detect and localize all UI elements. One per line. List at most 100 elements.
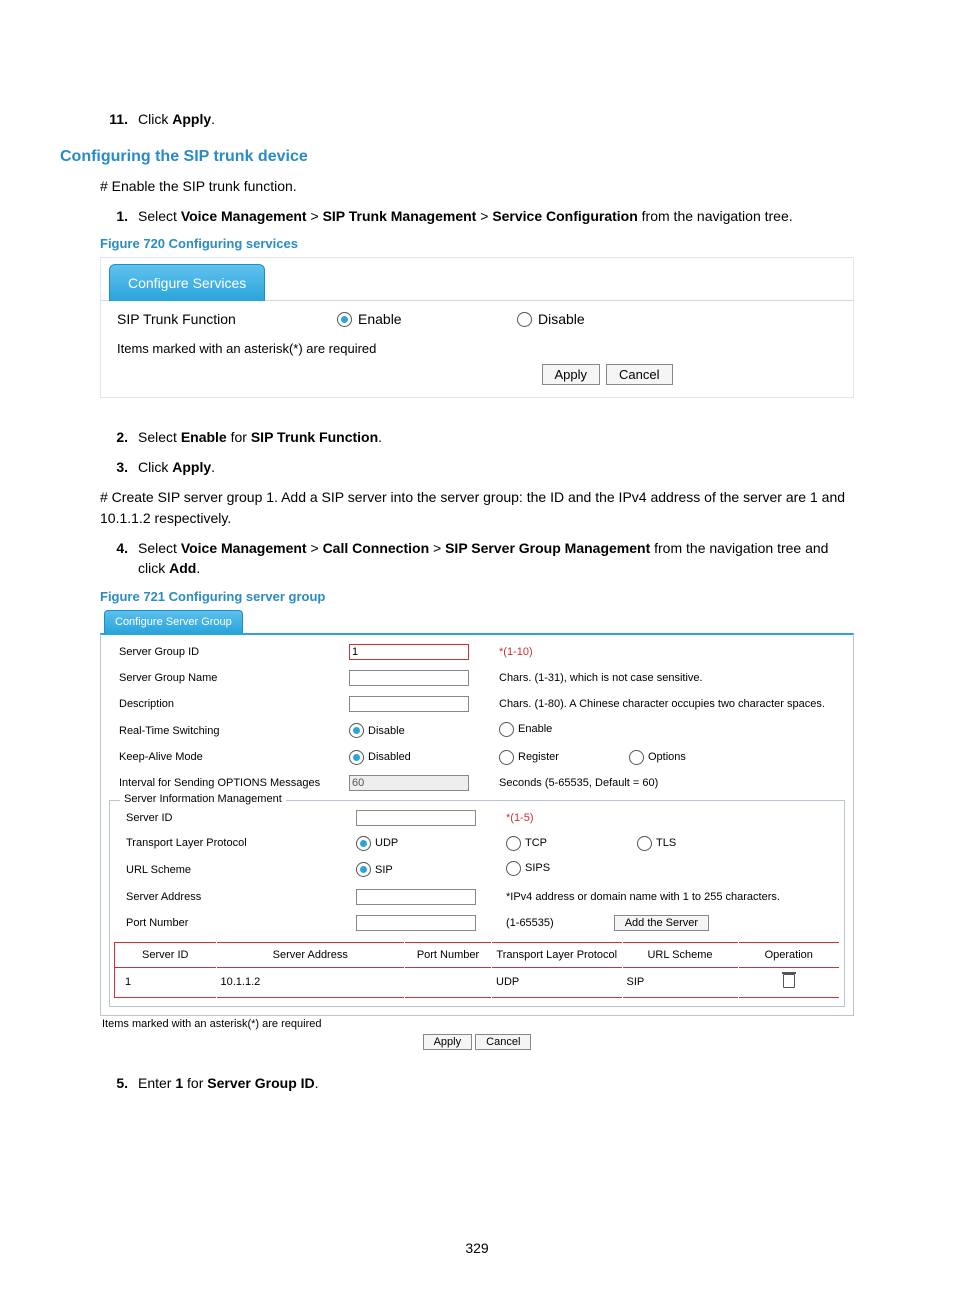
apply-button[interactable]: Apply — [423, 1034, 473, 1050]
td-server-address: 10.1.1.2 — [216, 967, 405, 997]
kam-label: Keep-Alive Mode — [111, 751, 349, 763]
th-server-id: Server ID — [115, 942, 217, 967]
server-info-fieldset: Server Information Management Server ID … — [109, 800, 845, 1007]
sip-trunk-function-row: SIP Trunk Function Enable Disable — [101, 301, 853, 337]
trash-icon[interactable] — [783, 974, 795, 988]
tlp-tcp-option[interactable]: TCP — [506, 836, 547, 851]
disable-option[interactable]: Disable — [517, 311, 697, 327]
disable-radio-icon — [517, 312, 532, 327]
step-5-num: 5. — [100, 1074, 128, 1094]
add-server-button[interactable]: Add the Server — [614, 915, 709, 931]
enable-option[interactable]: Enable — [337, 311, 517, 327]
server-id-input[interactable] — [356, 810, 476, 826]
section-heading: Configuring the SIP trunk device — [60, 148, 854, 166]
apply-button[interactable]: Apply — [542, 364, 601, 385]
step-11: 11. Click Apply. — [100, 110, 854, 130]
server-group-name-hint: Chars. (1-31), which is not case sensiti… — [489, 672, 843, 684]
td-operation — [738, 967, 840, 997]
cancel-button[interactable]: Cancel — [475, 1034, 531, 1050]
kam-register-option[interactable]: Register — [499, 750, 559, 765]
server-group-id-input[interactable] — [349, 644, 469, 660]
real-time-switching-row: Real-Time Switching Disable Enable — [107, 717, 847, 745]
th-operation: Operation — [738, 942, 840, 967]
intro-1: # Enable the SIP trunk function. — [100, 176, 854, 197]
url-sip-option[interactable]: SIP — [356, 862, 496, 877]
figure-721: Configure Server Group Server Group ID *… — [100, 610, 854, 1050]
interval-input — [349, 775, 469, 791]
interval-hint: Seconds (5-65535, Default = 60) — [489, 777, 843, 789]
server-group-name-input[interactable] — [349, 670, 469, 686]
tlp-label: Transport Layer Protocol — [118, 837, 356, 849]
step-1: 1. Select Voice Management > SIP Trunk M… — [100, 207, 854, 227]
server-table-header-row: Server ID Server Address Port Number Tra… — [115, 942, 840, 967]
rts-label: Real-Time Switching — [111, 725, 349, 737]
server-group-name-label: Server Group Name — [111, 672, 349, 684]
rts-disable-option[interactable]: Disable — [349, 723, 489, 738]
tlp-tls-option[interactable]: TLS — [637, 836, 676, 851]
description-hint: Chars. (1-80). A Chinese character occup… — [489, 698, 843, 710]
td-tlp: UDP — [492, 967, 623, 997]
url-sips-option[interactable]: SIPS — [506, 861, 550, 876]
description-label: Description — [111, 698, 349, 710]
port-number-label: Port Number — [118, 917, 356, 929]
url-scheme-row: URL Scheme SIP SIPS — [114, 856, 840, 884]
tlp-tls-radio-icon — [637, 836, 652, 851]
interval-label: Interval for Sending OPTIONS Messages — [111, 777, 349, 789]
tlp-row: Transport Layer Protocol UDP TCP TLS — [114, 831, 840, 856]
th-server-address: Server Address — [216, 942, 405, 967]
cancel-button[interactable]: Cancel — [606, 364, 672, 385]
server-info-legend: Server Information Management — [120, 793, 286, 805]
page-number: 329 — [0, 1240, 954, 1256]
figure-720: Configure Services SIP Trunk Function En… — [100, 257, 854, 398]
fig720-note: Items marked with an asterisk(*) are req… — [101, 337, 853, 358]
enable-radio-icon — [337, 312, 352, 327]
th-tlp: Transport Layer Protocol — [492, 942, 623, 967]
step-11-pre: Click — [138, 111, 172, 127]
server-address-input[interactable] — [356, 889, 476, 905]
url-sip-radio-icon — [356, 862, 371, 877]
server-group-id-hint: *(1-10) — [489, 646, 843, 658]
kam-options-option[interactable]: Options — [629, 750, 686, 765]
td-port-number — [405, 967, 492, 997]
fig720-tab-row: Configure Services — [101, 258, 853, 301]
keep-alive-mode-row: Keep-Alive Mode Disabled Register Option… — [107, 745, 847, 770]
fig721-note: Items marked with an asterisk(*) are req… — [100, 1016, 854, 1030]
step-11-bold: Apply — [172, 111, 211, 127]
step-3: 3. Click Apply. — [100, 458, 854, 478]
server-id-row: Server ID *(1-5) — [114, 805, 840, 831]
port-number-input[interactable] — [356, 915, 476, 931]
tlp-udp-option[interactable]: UDP — [356, 836, 496, 851]
step-2-num: 2. — [100, 428, 128, 448]
url-scheme-label: URL Scheme — [118, 864, 356, 876]
kam-register-radio-icon — [499, 750, 514, 765]
disable-label: Disable — [538, 311, 585, 327]
enable-label: Enable — [358, 311, 402, 327]
fig720-buttons: Apply Cancel — [361, 358, 853, 397]
configure-services-tab[interactable]: Configure Services — [109, 264, 265, 301]
th-url-scheme: URL Scheme — [622, 942, 738, 967]
description-input[interactable] — [349, 696, 469, 712]
kam-disabled-option[interactable]: Disabled — [349, 750, 489, 765]
server-address-row: Server Address *IPv4 address or domain n… — [114, 884, 840, 910]
rts-enable-option[interactable]: Enable — [499, 722, 552, 737]
fig721-panel: Server Group ID *(1-10) Server Group Nam… — [100, 633, 854, 1016]
description-row: Description Chars. (1-80). A Chinese cha… — [107, 691, 847, 717]
port-number-row: Port Number (1-65535) Add the Server — [114, 910, 840, 936]
server-group-id-row: Server Group ID *(1-10) — [107, 639, 847, 665]
tlp-tcp-radio-icon — [506, 836, 521, 851]
kam-options-radio-icon — [629, 750, 644, 765]
server-address-hint: *IPv4 address or domain name with 1 to 2… — [496, 891, 836, 903]
td-server-id: 1 — [115, 967, 217, 997]
intro-2: # Create SIP server group 1. Add a SIP s… — [100, 487, 854, 529]
step-4: 4. Select Voice Management > Call Connec… — [100, 539, 854, 578]
port-number-hint: (1-65535) — [506, 917, 554, 929]
kam-disabled-radio-icon — [349, 750, 364, 765]
th-port-number: Port Number — [405, 942, 492, 967]
url-sips-radio-icon — [506, 861, 521, 876]
configure-server-group-tab[interactable]: Configure Server Group — [104, 610, 243, 633]
step-11-num: 11. — [100, 110, 128, 130]
server-table: Server ID Server Address Port Number Tra… — [114, 942, 840, 998]
server-group-id-label: Server Group ID — [111, 646, 349, 658]
step-3-num: 3. — [100, 458, 128, 478]
step-11-post: . — [211, 111, 215, 127]
